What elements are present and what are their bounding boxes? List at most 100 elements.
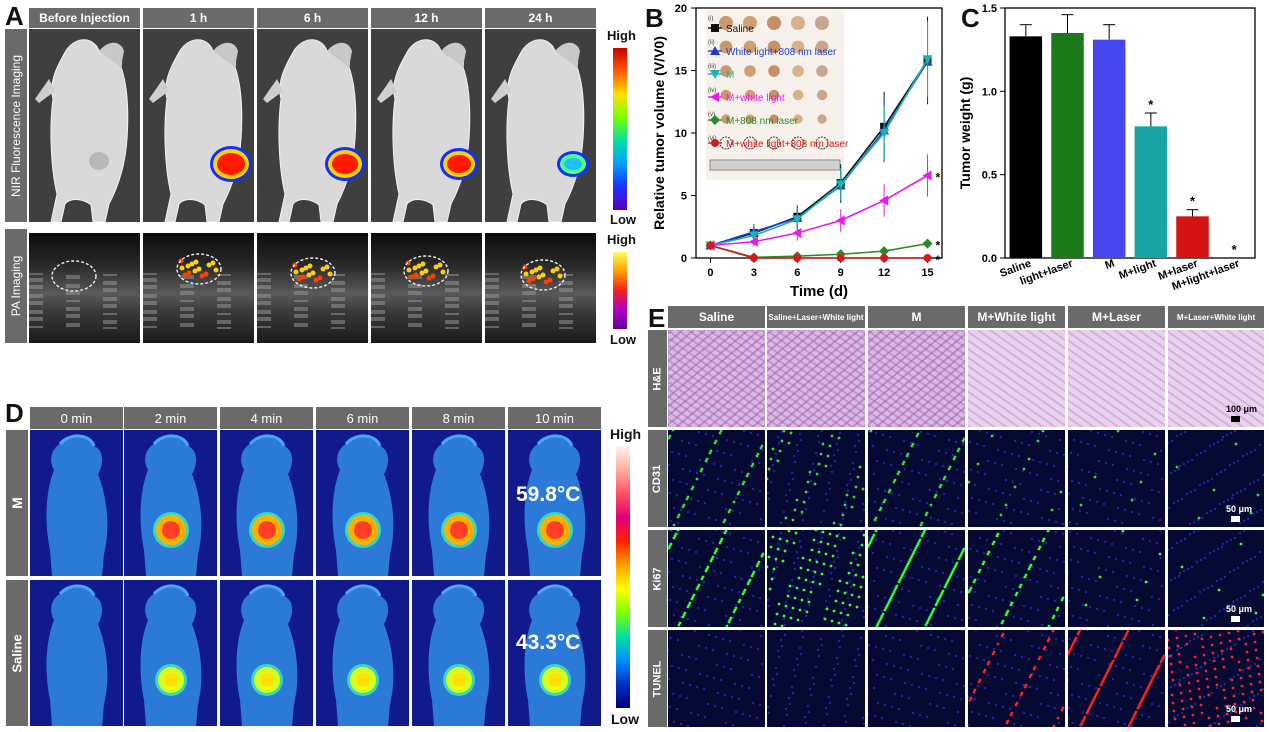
chart-c-star: * [1190,194,1196,209]
thermal-image [220,430,313,576]
chart-c-frame [1004,7,1256,259]
chart-b-point [711,139,719,147]
panel-d-row-label-m: M [6,430,28,576]
chart-b-point [835,215,845,226]
he-stain-image [767,330,865,427]
chart-b-point [706,241,715,250]
chart-b-xtick-label: 3 [751,267,757,279]
he-stain-image [1068,330,1165,427]
chart-c-ytick-label: 0.5 [982,170,997,182]
panel-d-time-header: 2 min [124,407,217,429]
panel-e-row-label: CD31 [648,430,667,527]
nir-image [29,29,140,222]
chart-c-bar [1134,126,1168,258]
he-stain-image [1168,330,1264,427]
chart-c-ytick-label: 1.0 [982,86,997,98]
panel-d-temp-m: 59.8°C [516,483,581,506]
scale-bar-label: 50 μm [1226,604,1253,614]
thermal-image [30,430,123,576]
chart-b-point [879,129,890,138]
chart-b-ytick-label: 20 [675,3,687,15]
chart-b-xtick-label: 6 [794,267,800,279]
panel-a-colorbar-pa [613,252,627,329]
pa-image [257,233,368,343]
chart-b-legend-label: M+white light+808 nm laser [726,139,849,150]
panel-d-temp-saline: 43.3°C [516,631,581,654]
panel-d-time-header: 0 min [30,407,123,429]
thermal-image [316,430,409,576]
chart-b-ytick-label: 10 [675,128,687,140]
chart-b-point [922,238,933,249]
chart-b-point [710,46,720,55]
scale-bar-label: 50 μm [1226,704,1253,714]
panel-a-row-label-nir: NIR Fluorescence Imaging [5,29,27,222]
chart-b-point [710,70,720,79]
nir-image [257,29,368,222]
chart-b-point [835,180,846,190]
fluorescence-image [968,530,1065,627]
chart-b-inset-roman: (iv) [708,88,716,94]
chart-b-xtick-label: 12 [878,267,890,279]
chart-b-point [879,246,890,257]
chart-b-legend-label: M+808 nm laser [726,116,799,127]
chart-b-ytick-label: 15 [675,66,687,78]
scale-bar-label: 50 μm [1226,504,1253,514]
chart-b-series-line [710,174,928,247]
fluorescence-image [968,630,1065,727]
chart-b-point [792,215,803,225]
chart-c-bar [1176,216,1209,258]
chart-b-series-line [710,244,928,259]
panel-c-letter: C [961,3,980,33]
chart-b-point [711,24,719,32]
thermal-image [508,580,601,726]
thermal-image [508,430,601,576]
he-stain-image [868,330,965,427]
panel-e-row-label: TUNEL [648,630,667,727]
panel-a-time-header: 1 h [143,8,254,28]
panel-b-letter: B [645,3,664,33]
chart-b-xtick-label: 15 [921,267,933,279]
panel-a-time-header: 24 h [485,8,596,28]
panel-e-row-label: Ki67 [648,530,667,627]
scale-bar [1231,516,1240,522]
thermal-image [412,430,505,576]
panel-d-time-header: 4 min [220,407,313,429]
panel-d-letter: D [5,398,24,428]
pa-image [29,233,140,343]
chart-b-inset-roman: (i) [708,16,713,22]
panel-e-row-label: H&E [648,330,667,427]
fluorescence-image [968,430,1065,527]
chart-b-star: * [936,239,941,253]
panel-a-colorbar2-low: Low [610,332,636,347]
chart-c-bar [1051,33,1084,258]
chart-b-point [748,231,759,241]
chart-b-point [923,254,932,262]
fluorescence-image [868,530,965,627]
thermal-image [316,580,409,726]
panel-a-colorbar2-high: High [607,232,636,247]
fluorescence-image [767,430,865,527]
nir-image [485,29,596,222]
chart-b-inset-roman: (ii) [708,40,715,46]
panel-e-col-header: M+White light [968,306,1065,328]
panel-a-row-label-pa: PA Imaging [5,229,27,343]
panel-a-time-header: Before Injection [29,8,140,28]
scale-bar [1231,616,1240,622]
pa-image [485,233,596,343]
chart-c-bar [1092,39,1126,258]
chart-b-series-line [710,60,929,247]
pa-image [371,233,482,343]
chart-b-star: * [936,253,941,267]
nir-image [143,29,254,222]
chart-b-legend-label: Saline [726,24,754,35]
chart-c-xtick-label: M [1103,258,1116,272]
fluorescence-image [668,430,765,527]
chart-c-xtick-label: M+light [1117,257,1158,282]
chart-b-series-line [710,58,929,247]
chart-b-ylabel: Relative tumor volume (V/V0) [651,36,667,230]
panel-d-colorbar-high: High [610,426,642,442]
chart-c-ylabel: Tumor weight (g) [957,77,973,190]
chart-c-ytick-label: 0.0 [982,253,997,265]
panel-d-colorbar-low: Low [611,711,639,727]
